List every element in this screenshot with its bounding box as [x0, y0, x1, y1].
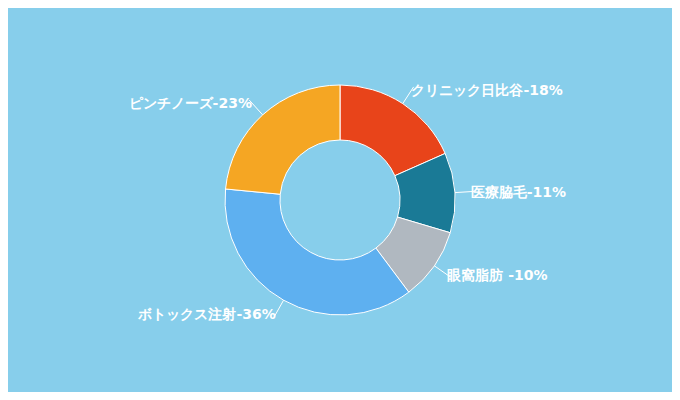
- svg-text:ピンチノーズ-23%: ピンチノーズ-23%: [129, 95, 252, 111]
- svg-text:ボトックス注射-36%: ボトックス注射-36%: [137, 306, 275, 322]
- svg-text:医療脇毛-11%: 医療脇毛-11%: [471, 184, 566, 200]
- svg-text:眼窩脂肪 -10%: 眼窩脂肪 -10%: [447, 267, 547, 283]
- svg-text:クリニック日比谷-18%: クリニック日比谷-18%: [411, 82, 562, 98]
